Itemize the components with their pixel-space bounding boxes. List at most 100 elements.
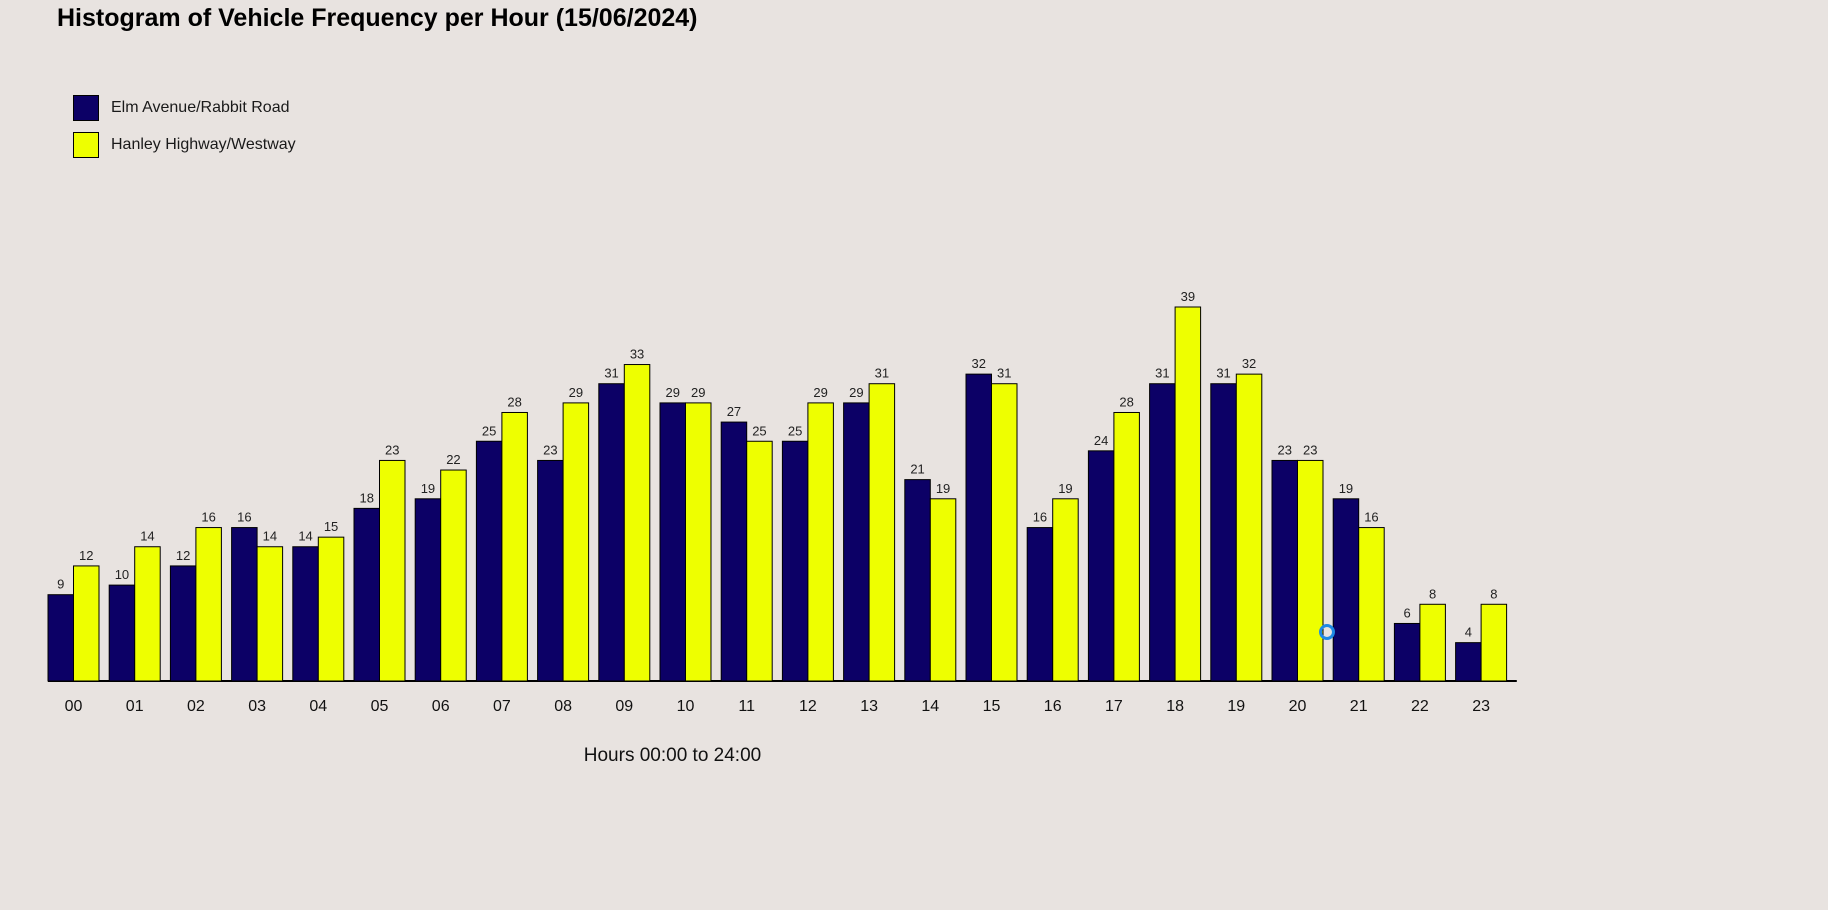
bar-series-1-hour-17 <box>1087 450 1115 682</box>
bar-value-label: 29 <box>691 385 705 400</box>
bar-series-2-hour-18 <box>1174 306 1202 682</box>
bar-value-label: 15 <box>324 519 338 534</box>
x-tick-label: 12 <box>799 698 817 715</box>
bar-value-label: 16 <box>201 510 215 525</box>
chart-title: Histogram of Vehicle Frequency per Hour … <box>57 4 698 32</box>
bar-series-1-hour-04 <box>292 546 319 682</box>
x-tick-label: 09 <box>615 698 633 715</box>
bar-value-label: 12 <box>79 548 93 563</box>
bar-value-label: 8 <box>1490 586 1497 601</box>
bar-value-label: 23 <box>1278 442 1292 457</box>
bar-value-label: 23 <box>1303 442 1317 457</box>
bar-series-1-hour-11 <box>720 421 748 682</box>
bar-value-label: 31 <box>875 366 889 381</box>
bar-series-1-hour-00 <box>47 594 74 682</box>
bar-value-label: 24 <box>1094 433 1108 448</box>
bar-series-1-hour-01 <box>108 584 136 682</box>
bar-value-label: 29 <box>666 385 680 400</box>
bar-series-1-hour-23 <box>1455 642 1482 682</box>
x-tick-label: 17 <box>1105 698 1123 715</box>
bar-value-label: 21 <box>910 462 924 477</box>
x-tick-label: 23 <box>1472 698 1490 715</box>
bar-value-label: 23 <box>543 442 557 457</box>
bar-series-2-hour-02 <box>195 527 222 682</box>
x-tick-label: 16 <box>1044 698 1062 715</box>
bar-series-2-hour-09 <box>623 364 651 682</box>
bar-value-label: 8 <box>1429 586 1436 601</box>
bar-value-label: 31 <box>604 366 618 381</box>
x-tick-label: 03 <box>248 698 266 715</box>
bar-value-label: 19 <box>1058 481 1072 496</box>
bar-series-1-hour-22 <box>1393 622 1421 682</box>
bar-value-label: 19 <box>421 481 435 496</box>
bar-series-1-hour-19 <box>1210 383 1237 682</box>
legend-label-series-2: Hanley Highway/Westway <box>111 136 296 153</box>
bar-value-label: 31 <box>1216 366 1230 381</box>
bar-value-label: 19 <box>1339 481 1353 496</box>
legend-item-series-1: Elm Avenue/Rabbit Road <box>73 94 289 122</box>
bar-value-label: 14 <box>140 529 154 544</box>
bar-series-2-hour-17 <box>1113 411 1140 682</box>
bar-value-label: 31 <box>1155 366 1169 381</box>
x-tick-label: 18 <box>1166 698 1184 715</box>
bar-series-2-hour-13 <box>868 383 896 682</box>
bar-series-1-hour-20 <box>1271 459 1298 682</box>
x-tick-label: 08 <box>554 698 572 715</box>
bar-value-label: 39 <box>1181 289 1195 304</box>
bar-series-1-hour-06 <box>414 498 442 682</box>
bar-series-1-hour-16 <box>1026 527 1054 682</box>
bar-series-2-hour-21 <box>1358 527 1385 682</box>
cursor-ring-icon <box>1319 624 1335 640</box>
bar-value-label: 25 <box>482 423 496 438</box>
bar-series-1-hour-05 <box>353 507 380 682</box>
bar-value-label: 23 <box>385 442 399 457</box>
x-tick-label: 13 <box>860 698 878 715</box>
bar-series-1-hour-15 <box>965 373 992 682</box>
bar-value-label: 29 <box>849 385 863 400</box>
bar-series-1-hour-14 <box>904 479 931 682</box>
legend-label-series-1: Elm Avenue/Rabbit Road <box>111 99 290 116</box>
bar-value-label: 29 <box>569 385 583 400</box>
x-tick-label: 15 <box>983 698 1001 715</box>
bar-value-label: 9 <box>57 577 64 592</box>
bar-value-label: 32 <box>1242 356 1256 371</box>
bar-value-label: 16 <box>237 510 251 525</box>
bar-value-label: 18 <box>360 490 374 505</box>
bar-series-1-hour-21 <box>1332 498 1360 682</box>
bar-series-1-hour-03 <box>231 527 258 682</box>
bar-series-2-hour-08 <box>562 402 590 682</box>
bar-series-1-hour-18 <box>1149 383 1176 682</box>
bar-series-1-hour-08 <box>537 459 564 682</box>
x-tick-label: 21 <box>1350 698 1368 715</box>
x-tick-label: 00 <box>65 698 83 715</box>
x-tick-label: 02 <box>187 698 205 715</box>
x-tick-label: 04 <box>309 698 327 715</box>
bar-series-1-hour-09 <box>598 383 625 682</box>
bar-series-2-hour-19 <box>1235 373 1263 682</box>
bar-series-2-hour-15 <box>991 383 1018 682</box>
legend-item-series-2: Hanley Highway/Westway <box>73 131 296 159</box>
bar-series-2-hour-14 <box>929 498 957 682</box>
bar-series-2-hour-00 <box>73 565 100 682</box>
bar-value-label: 32 <box>972 356 986 371</box>
x-axis-label: Hours 00:00 to 24:00 <box>583 745 762 766</box>
x-tick-label: 11 <box>738 698 755 715</box>
bar-series-2-hour-11 <box>746 440 773 682</box>
bar-value-label: 28 <box>1119 394 1133 409</box>
x-tick-label: 01 <box>126 698 144 715</box>
legend-swatch-series-2 <box>73 132 99 158</box>
bar-series-2-hour-20 <box>1297 459 1324 682</box>
bar-series-2-hour-04 <box>317 536 345 682</box>
x-tick-label: 05 <box>371 698 389 715</box>
bar-value-label: 19 <box>936 481 950 496</box>
bar-series-1-hour-10 <box>659 402 686 682</box>
bar-value-label: 29 <box>813 385 827 400</box>
bar-series-2-hour-07 <box>501 411 528 682</box>
bar-value-label: 4 <box>1465 625 1472 640</box>
x-tick-label: 20 <box>1289 698 1307 715</box>
bar-value-label: 12 <box>176 548 190 563</box>
bar-value-label: 10 <box>115 567 129 582</box>
bar-series-1-hour-07 <box>475 440 503 682</box>
bar-value-label: 27 <box>727 404 741 419</box>
